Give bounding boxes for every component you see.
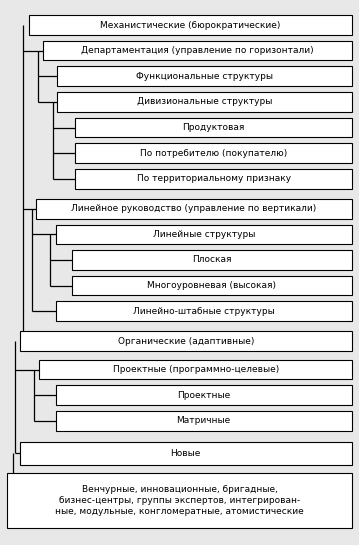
FancyBboxPatch shape [43,41,352,60]
FancyBboxPatch shape [56,385,352,405]
FancyBboxPatch shape [56,225,352,244]
FancyBboxPatch shape [57,92,352,112]
Text: Органические (адаптивные): Органические (адаптивные) [118,337,254,346]
FancyBboxPatch shape [72,276,352,295]
Text: Линейно-штабные структуры: Линейно-штабные структуры [133,307,275,316]
FancyBboxPatch shape [7,473,352,528]
Text: Плоская: Плоская [192,256,232,264]
FancyBboxPatch shape [39,360,352,379]
Text: Линейные структуры: Линейные структуры [153,230,255,239]
Text: Новые: Новые [171,449,201,458]
Text: Проектные (программно-целевые): Проектные (программно-целевые) [112,365,279,374]
Text: Проектные: Проектные [177,391,230,399]
FancyBboxPatch shape [75,169,352,189]
Text: Функциональные структуры: Функциональные структуры [136,72,273,81]
FancyBboxPatch shape [75,118,352,137]
FancyBboxPatch shape [20,331,352,351]
FancyBboxPatch shape [56,301,352,321]
FancyBboxPatch shape [56,411,352,431]
FancyBboxPatch shape [29,15,352,35]
Text: Продуктовая: Продуктовая [182,123,245,132]
Text: Многоуровневая (высокая): Многоуровневая (высокая) [147,281,276,290]
FancyBboxPatch shape [75,143,352,163]
FancyBboxPatch shape [72,250,352,270]
Text: Венчурные, инновационные, бригадные,
бизнес-центры, группы экспертов, интегриров: Венчурные, инновационные, бригадные, биз… [55,485,304,516]
Text: Департаментация (управление по горизонтали): Департаментация (управление по горизонта… [81,46,314,55]
Text: По потребителю (покупателю): По потребителю (покупателю) [140,149,287,158]
Text: Дивизиональные структуры: Дивизиональные структуры [137,98,272,106]
FancyBboxPatch shape [57,66,352,86]
FancyBboxPatch shape [36,199,352,219]
Text: Матричные: Матричные [177,416,231,425]
Text: По территориальному признаку: По территориальному признаку [136,174,291,183]
Text: Линейное руководство (управление по вертикали): Линейное руководство (управление по верт… [71,204,317,213]
FancyBboxPatch shape [20,442,352,465]
Text: Механистические (бюрократические): Механистические (бюрократические) [100,21,280,29]
